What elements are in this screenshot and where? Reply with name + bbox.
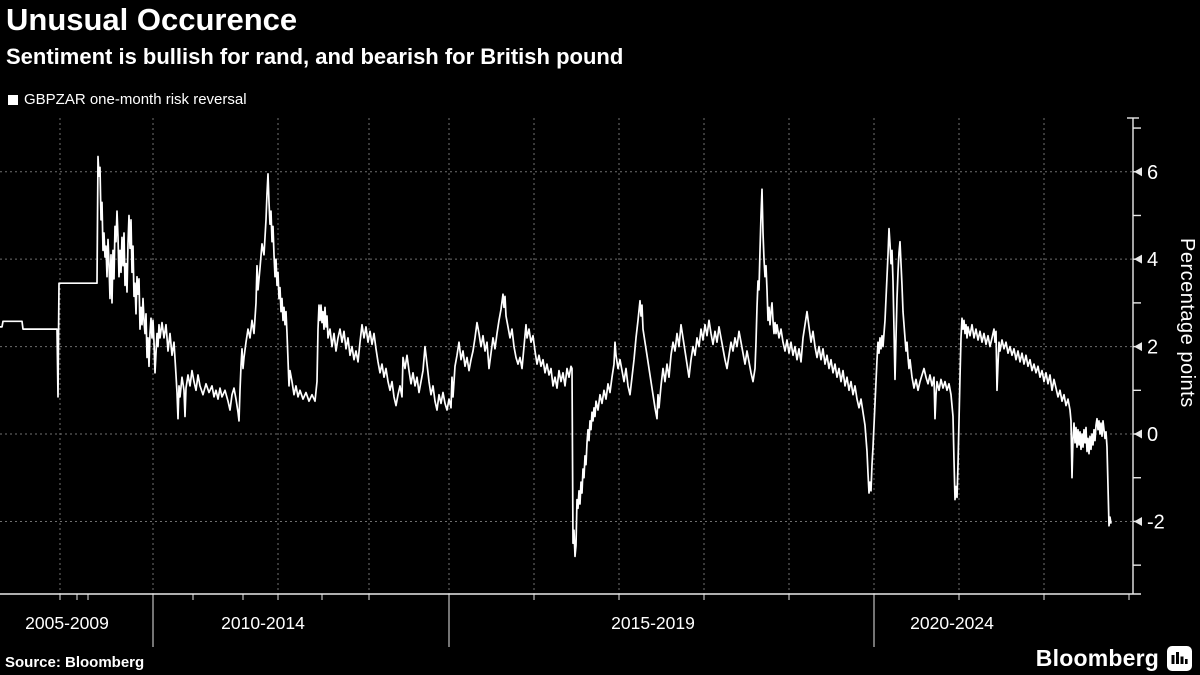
legend-swatch-icon <box>8 94 18 105</box>
x-axis-label: 2005-2009 <box>25 613 109 633</box>
y-tick-label: 0 <box>1147 424 1158 446</box>
y-tick-arrow-icon <box>1134 429 1142 439</box>
y-tick-label: -2 <box>1147 511 1165 533</box>
y-axis-title: Percentage points <box>1176 238 1198 408</box>
x-axis-label: 2015-2019 <box>611 613 695 633</box>
source-note: Source: Bloomberg <box>5 654 145 671</box>
series-line <box>0 155 1112 558</box>
bloomberg-logo: Bloomberg <box>1036 645 1192 672</box>
y-tick-label: 2 <box>1147 337 1158 359</box>
y-tick-label: 6 <box>1147 162 1158 184</box>
x-axis-label: 2010-2014 <box>221 613 305 633</box>
page-title: Unusual Occurence <box>6 2 298 37</box>
y-tick-arrow-icon <box>1134 342 1142 352</box>
y-tick-arrow-icon <box>1134 516 1142 526</box>
y-tick-arrow-icon <box>1134 254 1142 264</box>
y-tick-arrow-icon <box>1134 167 1142 177</box>
legend: GBPZAR one-month risk reversal <box>8 91 247 108</box>
bloomberg-wordmark: Bloomberg <box>1035 645 1159 671</box>
x-axis-label: 2020-2024 <box>910 613 994 633</box>
bloomberg-logo-icon <box>1167 646 1192 671</box>
y-tick-label: 4 <box>1147 249 1158 271</box>
legend-label: GBPZAR one-month risk reversal <box>24 91 247 108</box>
page-subtitle: Sentiment is bullish for rand, and beari… <box>6 44 624 69</box>
